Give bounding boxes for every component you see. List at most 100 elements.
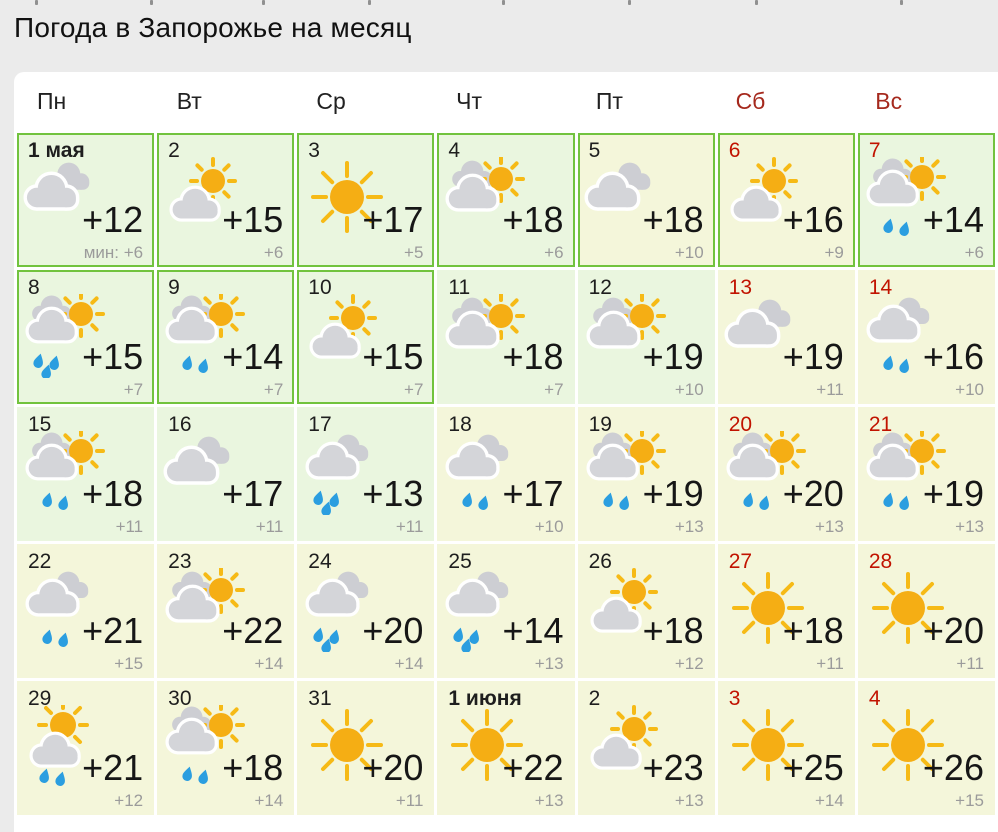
sun-cloud-icon: [582, 568, 674, 652]
weekday-header-Пн: Пн: [37, 87, 67, 114]
day-min-temp: +13: [534, 654, 564, 673]
day-min-temp: +11: [115, 517, 144, 536]
day-max-temp: +18: [502, 199, 564, 240]
day-cell-16[interactable]: 16 +17 +11: [157, 407, 295, 541]
day-max-temp: +20: [782, 473, 844, 514]
day-max-temp: +20: [362, 747, 424, 788]
clipped-text-mark: [150, 0, 153, 5]
day-number: 14: [868, 276, 893, 299]
day-max-temp: +12: [82, 199, 144, 240]
weekday-header-Чт: Чт: [456, 87, 483, 114]
day-cell-3[interactable]: 3 +25 +14: [717, 681, 855, 815]
day-cell-2[interactable]: 2 +23 +13: [577, 681, 715, 815]
day-max-temp: +21: [82, 747, 144, 788]
day-min-temp: +15: [955, 791, 984, 810]
day-cell-1-июня[interactable]: 1 июня +22 +13: [437, 681, 575, 815]
day-min-temp: мин: +6: [83, 243, 144, 262]
day-cell-5[interactable]: 5 +18 +10: [577, 133, 715, 267]
weekday-header-Сб: Сб: [735, 87, 766, 114]
day-number: 8: [28, 276, 40, 299]
day-cell-20[interactable]: 20 +20 +13: [717, 407, 855, 541]
day-min-temp: +7: [123, 380, 144, 399]
sun-cloud-icon: [161, 157, 253, 241]
day-min-temp: +10: [955, 380, 984, 399]
day-max-temp: +18: [82, 473, 144, 514]
day-cell-6[interactable]: 6 +16 +9: [717, 133, 855, 267]
clipped-text-mark: [368, 0, 371, 5]
day-number: 19: [588, 413, 612, 436]
day-min-temp: +14: [394, 654, 424, 673]
clipped-text-mark: [262, 0, 265, 5]
day-cell-4[interactable]: 4 +18 +6: [437, 133, 575, 267]
day-max-temp: +16: [922, 336, 984, 377]
day-cell-4[interactable]: 4 +26 +15: [857, 681, 995, 815]
day-max-temp: +19: [642, 473, 704, 514]
day-min-temp: +15: [114, 654, 144, 673]
day-max-temp: +19: [782, 336, 844, 377]
day-max-temp: +19: [642, 336, 704, 377]
day-cell-25[interactable]: 25 +14 +13: [437, 544, 575, 678]
day-number: 24: [308, 550, 332, 573]
day-number: 21: [868, 413, 893, 436]
day-cell-14[interactable]: 14 +16 +10: [857, 270, 995, 404]
weekday-header-Вс: Вс: [875, 87, 903, 114]
day-min-temp: +11: [816, 654, 844, 673]
clouds-rain-3-icon: [441, 568, 533, 652]
clouds-rain-2-icon: [21, 568, 113, 652]
day-max-temp: +19: [922, 473, 984, 514]
day-cell-19[interactable]: 19 +19 +13: [577, 407, 715, 541]
day-cell-7[interactable]: 7 +14 +6: [857, 133, 995, 267]
day-cell-15[interactable]: 15 +18 +11: [17, 407, 155, 541]
day-number: 4: [448, 139, 461, 162]
day-max-temp: +23: [642, 747, 704, 788]
sunny-icon: [722, 568, 814, 652]
day-cell-13[interactable]: 13 +19 +11: [717, 270, 855, 404]
sun-clouds-rain-2-icon: [862, 157, 954, 241]
day-cell-27[interactable]: 27 +18 +11: [717, 544, 855, 678]
day-cell-2[interactable]: 2 +15 +6: [157, 133, 295, 267]
day-number: 10: [308, 276, 332, 299]
day-max-temp: +15: [362, 336, 424, 377]
day-max-temp: +20: [922, 610, 984, 651]
day-cell-11[interactable]: 11 +18 +7: [437, 270, 575, 404]
day-cell-12[interactable]: 12 +19 +10: [577, 270, 715, 404]
day-cell-28[interactable]: 28 +20 +11: [857, 544, 995, 678]
clouds-rain-3-icon: [301, 431, 393, 515]
day-min-temp: +14: [815, 791, 844, 810]
day-max-temp: +21: [82, 610, 144, 651]
day-cell-8[interactable]: 8 +15 +7: [17, 270, 155, 404]
day-number: 27: [728, 550, 753, 573]
day-cell-17[interactable]: 17 +13 +11: [297, 407, 435, 541]
day-cell-26[interactable]: 26 +18 +12: [577, 544, 715, 678]
clipped-text-mark: [502, 0, 505, 5]
cloudy-icon: [722, 294, 814, 378]
day-number: 1 июня: [448, 687, 522, 710]
sun-cloud-icon: [301, 294, 393, 378]
day-min-temp: +11: [816, 380, 844, 399]
day-cell-30[interactable]: 30 +18 +14: [157, 681, 295, 815]
day-number: 29: [28, 687, 52, 710]
day-number: 1 мая: [28, 139, 85, 162]
day-cell-24[interactable]: 24 +20 +14: [297, 544, 435, 678]
day-cell-10[interactable]: 10 +15 +7: [297, 270, 435, 404]
day-number: 2: [168, 139, 180, 162]
sun-clouds-icon: [441, 157, 533, 241]
day-min-temp: +11: [255, 517, 284, 536]
day-cell-3[interactable]: 3 +17 +5: [297, 133, 435, 267]
sun-cloud-icon: [582, 705, 674, 789]
day-cell-21[interactable]: 21 +19 +13: [857, 407, 995, 541]
clipped-text-mark: [35, 0, 38, 5]
page-title: Погода в Запорожье на месяц: [14, 12, 412, 43]
day-cell-22[interactable]: 22 +21 +15: [17, 544, 155, 678]
day-cell-31[interactable]: 31 +20 +11: [297, 681, 435, 815]
day-cell-18[interactable]: 18 +17 +10: [437, 407, 575, 541]
day-max-temp: +17: [502, 473, 564, 514]
day-min-temp: +5: [404, 243, 424, 262]
day-cell-9[interactable]: 9 +14 +7: [157, 270, 295, 404]
day-min-temp: +7: [263, 380, 284, 399]
day-cell-29[interactable]: 29 +21 +12: [17, 681, 155, 815]
day-max-temp: +18: [642, 199, 704, 240]
day-cell-1-мая[interactable]: 1 мая +12 мин: +6: [17, 133, 155, 267]
day-cell-23[interactable]: 23 +22 +14: [157, 544, 295, 678]
day-min-temp: +6: [964, 243, 984, 262]
